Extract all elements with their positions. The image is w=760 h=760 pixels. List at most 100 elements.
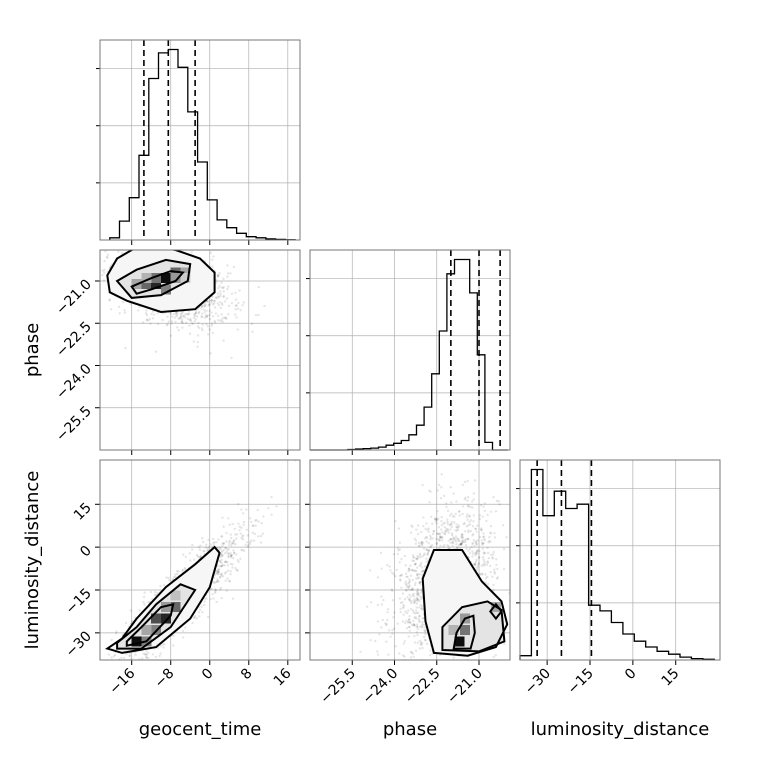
scatter-point bbox=[427, 548, 430, 552]
scatter-point bbox=[147, 651, 150, 655]
scatter-point bbox=[403, 640, 407, 643]
scatter-point bbox=[497, 500, 500, 503]
scatter-point bbox=[213, 581, 216, 585]
scatter-point bbox=[454, 512, 457, 516]
scatter-point bbox=[188, 332, 192, 335]
scatter-point bbox=[464, 538, 467, 541]
scatter-point bbox=[457, 540, 461, 543]
scatter-point bbox=[235, 537, 238, 540]
scatter-point bbox=[380, 595, 383, 598]
scatter-point bbox=[138, 609, 141, 612]
scatter-point bbox=[230, 356, 233, 360]
scatter-point bbox=[474, 527, 477, 530]
scatter-point bbox=[416, 592, 420, 595]
scatter-point bbox=[153, 593, 157, 597]
scatter-point bbox=[481, 572, 484, 575]
scatter-point bbox=[230, 553, 233, 557]
scatter-point bbox=[197, 312, 200, 315]
scatter-point bbox=[369, 639, 372, 642]
scatter-point bbox=[217, 568, 221, 571]
scatter-point bbox=[111, 242, 113, 244]
scatter-point bbox=[242, 534, 245, 537]
scatter-point bbox=[180, 318, 184, 321]
scatter-point bbox=[425, 535, 428, 539]
hist-bin bbox=[227, 228, 237, 240]
scatter-point bbox=[222, 339, 225, 342]
scatter-point bbox=[412, 592, 415, 595]
scatter-point bbox=[436, 532, 439, 536]
scatter-point bbox=[460, 543, 463, 546]
hist-bin bbox=[432, 374, 440, 450]
scatter-point bbox=[240, 508, 243, 511]
hist-bin bbox=[386, 445, 394, 450]
x-tick-label-phase: −24.0 bbox=[360, 666, 402, 708]
scatter-point bbox=[495, 558, 498, 561]
x-tick-label-geocent-time: −8 bbox=[152, 666, 178, 692]
scatter-point bbox=[200, 307, 203, 310]
scatter-point bbox=[170, 320, 174, 323]
scatter-point bbox=[407, 567, 411, 570]
scatter-point bbox=[219, 301, 222, 304]
scatter-point bbox=[428, 654, 432, 657]
scatter-point bbox=[438, 539, 441, 542]
scatter-point bbox=[257, 313, 260, 317]
scatter-point bbox=[386, 608, 390, 611]
scatter-point bbox=[225, 589, 228, 592]
scatter-point bbox=[466, 505, 470, 508]
scatter-point bbox=[378, 633, 381, 636]
scatter-point bbox=[474, 551, 477, 554]
scatter-point bbox=[234, 567, 237, 570]
scatter-point bbox=[420, 542, 424, 545]
scatter-point bbox=[439, 497, 443, 500]
scatter-point bbox=[196, 315, 199, 318]
scatter-point bbox=[129, 302, 132, 305]
scatter-point bbox=[145, 313, 149, 317]
scatter-point bbox=[444, 529, 447, 533]
scatter-point bbox=[225, 531, 228, 535]
scatter-point bbox=[408, 618, 411, 621]
scatter-point bbox=[147, 319, 150, 322]
scatter-point bbox=[455, 500, 458, 503]
scatter-point bbox=[216, 568, 220, 571]
panel-frame bbox=[309, 249, 511, 451]
scatter-point bbox=[227, 304, 231, 307]
scatter-point bbox=[219, 319, 222, 323]
scatter-point bbox=[215, 297, 218, 300]
scatter-point bbox=[398, 574, 401, 578]
scatter-point bbox=[472, 514, 475, 517]
scatter-point bbox=[217, 319, 220, 322]
scatter-point bbox=[420, 542, 423, 545]
scatter-point bbox=[409, 621, 412, 624]
scatter-point bbox=[416, 554, 419, 558]
scatter-point bbox=[210, 299, 213, 302]
scatter-point bbox=[407, 585, 411, 588]
scatter-point bbox=[456, 545, 459, 549]
scatter-point bbox=[159, 584, 162, 588]
scatter-point bbox=[196, 345, 199, 348]
scatter-point bbox=[419, 595, 422, 599]
scatter-point bbox=[153, 590, 157, 594]
scatter-point bbox=[427, 527, 430, 530]
scatter-point bbox=[203, 308, 206, 312]
scatter-point bbox=[394, 520, 397, 523]
scatter-point bbox=[192, 322, 195, 325]
scatter-point bbox=[446, 529, 449, 532]
x-tick-label-luminosity-distance: −15 bbox=[565, 666, 597, 698]
scatter-point bbox=[184, 321, 188, 324]
scatter-point bbox=[431, 661, 433, 663]
panel-frame bbox=[99, 39, 301, 241]
scatter-point bbox=[415, 602, 419, 605]
scatter-point bbox=[489, 553, 493, 556]
scatter-point bbox=[451, 533, 454, 537]
scatter-point bbox=[208, 303, 212, 306]
scatter-point bbox=[376, 650, 379, 653]
scatter-point bbox=[217, 274, 220, 278]
scatter-point bbox=[465, 538, 468, 541]
density-cell bbox=[180, 267, 191, 278]
scatter-point bbox=[420, 541, 423, 544]
scatter-point bbox=[220, 535, 223, 538]
scatter-point bbox=[409, 531, 413, 534]
scatter-point bbox=[421, 669, 423, 671]
scatter-point bbox=[220, 318, 223, 321]
scatter-point bbox=[420, 643, 423, 646]
